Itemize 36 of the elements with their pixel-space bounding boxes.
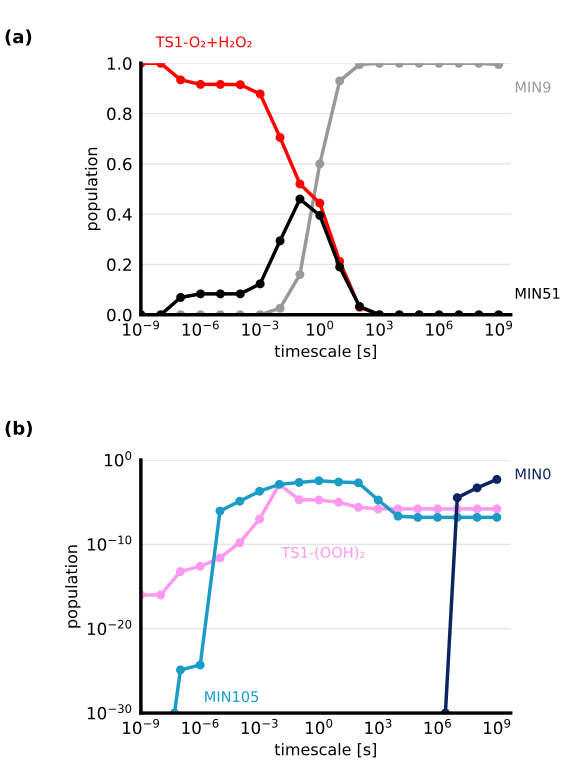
x-tick-label: 10$^{3}$: [365, 718, 392, 734]
y-tick-label: 10$^{−20}$: [88, 620, 132, 636]
series-label: MIN0: [516, 468, 550, 480]
y-tick-label: 0.2: [107, 258, 131, 272]
x-tick-label: 10$^{−9}$: [123, 320, 160, 336]
y-tick-label: 0.6: [107, 158, 132, 170]
chart-title: (a): [6, 29, 32, 46]
x-tick-label: 10$^{0}$: [306, 718, 332, 734]
y-tick-label: 1.0: [108, 57, 132, 70]
x-tick-label: 10$^{6}$: [426, 320, 452, 336]
x-tick-label: 10$^{9}$: [484, 718, 510, 734]
y-tick-label: 10$^{−30}$: [88, 704, 132, 720]
x-tick-label: 10$^{−9}$: [123, 718, 160, 734]
x-tick-label: 10$^{−3}$: [242, 320, 278, 336]
chart-title: (b): [6, 420, 32, 438]
series-label: MIN51: [516, 288, 560, 299]
series-label: MIN9: [516, 82, 550, 93]
x-tick-label: 10$^{9}$: [486, 320, 512, 336]
x-tick-label: 10$^{3}$: [366, 320, 393, 336]
x-axis-title: timescale [s]: [274, 743, 376, 758]
x-tick-label: 10$^{−6}$: [182, 718, 218, 734]
y-axis-title: population: [85, 148, 100, 230]
y-tick-label: 0.4: [107, 208, 132, 221]
y-tick-label: 0.8: [107, 108, 132, 120]
y-axis-title: population: [65, 545, 80, 628]
x-tick-label: 10$^{−3}$: [242, 718, 278, 734]
y-tick-label: 10$^{0}$: [105, 451, 132, 466]
series-label: MIN105: [205, 691, 258, 702]
y-tick-label: 0.0: [107, 308, 132, 322]
text: TS1-(OOH)₂: [281, 546, 364, 560]
y-tick-label: 10$^{−10}$: [88, 536, 132, 551]
x-tick-label: 10$^{−6}$: [182, 320, 219, 336]
series-label: TS1-O₂+H₂O₂: [156, 36, 252, 48]
x-tick-label: 10$^{6}$: [424, 718, 451, 734]
x-tick-label: 10$^{0}$: [306, 320, 334, 336]
x-axis-title: timescale [s]: [274, 344, 376, 360]
